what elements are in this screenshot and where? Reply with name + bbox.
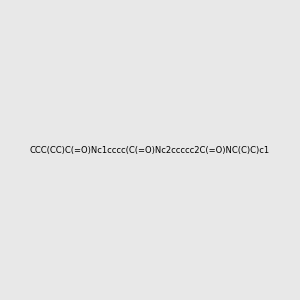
Text: CCC(CC)C(=O)Nc1cccc(C(=O)Nc2ccccc2C(=O)NC(C)C)c1: CCC(CC)C(=O)Nc1cccc(C(=O)Nc2ccccc2C(=O)N… bbox=[30, 146, 270, 154]
